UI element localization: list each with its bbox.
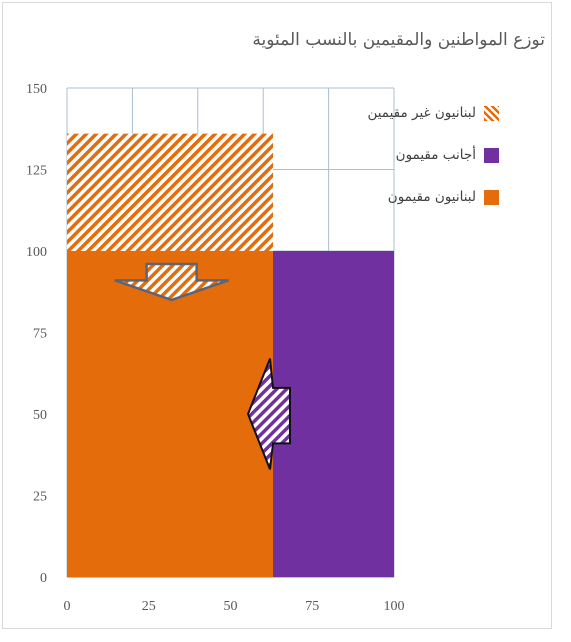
x-tick-label: 75 xyxy=(305,599,319,614)
x-tick-label: 25 xyxy=(142,599,156,614)
legend-label: لبنانيون غير مقيمين xyxy=(367,105,476,121)
legend-label: لبنانيون مقيمون xyxy=(387,189,476,205)
y-tick-label: 0 xyxy=(40,571,47,586)
y-tick-label: 50 xyxy=(33,408,47,423)
y-tick-label: 100 xyxy=(26,245,47,260)
legend-swatch-hatched-orange xyxy=(484,105,499,121)
area-segment-1 xyxy=(273,251,394,577)
area-segment-0 xyxy=(67,133,274,251)
legend-swatch-purple xyxy=(484,147,499,163)
y-tick-label: 25 xyxy=(33,490,47,505)
legend-item-nonresident-lebanese[interactable]: لبنانيون غير مقيمين xyxy=(367,103,499,123)
legend-item-resident-lebanese[interactable]: لبنانيون مقيمون xyxy=(388,187,499,207)
x-tick-label: 0 xyxy=(64,599,71,614)
x-tick-label: 50 xyxy=(224,599,238,614)
arrow-left-icon xyxy=(246,358,292,470)
chart-title: توزع المواطنين والمقيمين بالنسب المئوية xyxy=(252,30,545,50)
legend-item-resident-foreigners[interactable]: أجانب مقيمون xyxy=(396,145,499,165)
legend-swatch-orange xyxy=(484,189,499,205)
arrow-down-icon xyxy=(114,262,230,302)
legend-label: أجانب مقيمون xyxy=(395,147,476,163)
area-segment-2 xyxy=(67,251,274,577)
y-tick-label: 75 xyxy=(33,327,47,342)
y-tick-label: 125 xyxy=(26,164,47,179)
y-tick-label: 150 xyxy=(26,82,47,97)
x-tick-label: 100 xyxy=(384,599,405,614)
